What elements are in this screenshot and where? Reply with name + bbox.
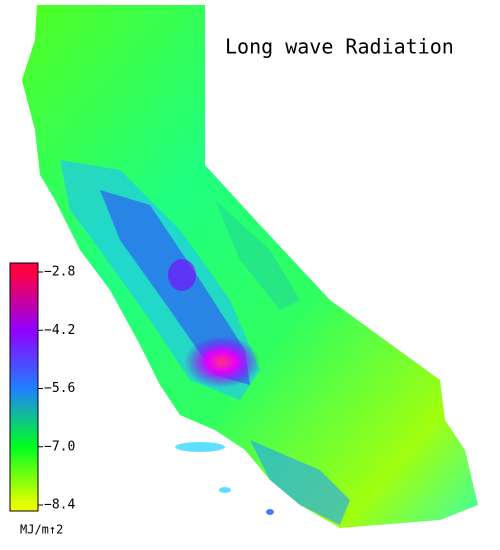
island [266, 509, 274, 515]
island [175, 442, 225, 452]
hot-spot [184, 336, 260, 388]
color-legend: MJ/m↑2 −2.8 −4.2 −5.6 −7.0 −8.4 [9, 262, 75, 537]
legend-unit: MJ/m↑2 [20, 523, 63, 537]
legend-tick-label: −4.2 [44, 323, 75, 338]
map-title: Long wave Radiation [225, 35, 454, 59]
sierra-shading [215, 200, 300, 310]
color-bar [9, 262, 39, 512]
legend-tick-label: −2.8 [44, 265, 75, 280]
legend-tick-label: −5.6 [44, 381, 75, 396]
coast-shading [250, 440, 350, 525]
california [22, 5, 478, 528]
legend-tick-label: −7.0 [44, 439, 75, 454]
island [219, 487, 231, 493]
legend-tick-label: −8.4 [44, 498, 75, 513]
hot-spot [168, 259, 196, 291]
